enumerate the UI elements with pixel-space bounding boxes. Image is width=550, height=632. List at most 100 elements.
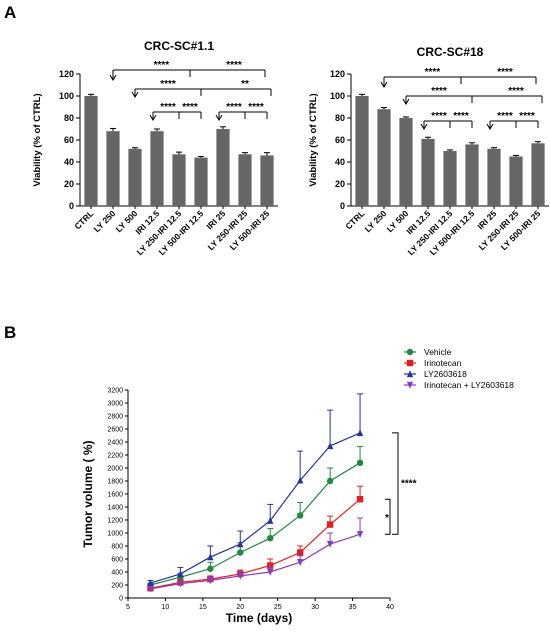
y-tick-label: 3200 xyxy=(107,388,123,395)
chart-title: CRC-SC#1.1 xyxy=(144,39,214,53)
x-tick-label: 5 xyxy=(126,604,130,611)
data-point xyxy=(177,570,184,578)
significance-arrow-head xyxy=(131,91,139,98)
data-point xyxy=(356,496,364,503)
data-point xyxy=(147,585,154,593)
y-tick-label: 2600 xyxy=(107,427,123,434)
x-tick-label: 20 xyxy=(236,604,244,611)
legend-marker xyxy=(406,348,414,356)
legend-label: Irinotecan + LY2603618 xyxy=(424,380,514,390)
significance-label: **** xyxy=(160,79,176,90)
series-line xyxy=(150,462,361,586)
bar xyxy=(421,138,435,206)
significance-arrow-head xyxy=(215,114,223,121)
x-tick-label: 25 xyxy=(274,604,282,611)
data-point xyxy=(296,476,304,484)
y-tick-label: 0 xyxy=(119,596,123,603)
y-tick-label: 40 xyxy=(335,157,345,167)
y-tick-label: 60 xyxy=(64,135,74,145)
y-tick-label: 2800 xyxy=(107,414,123,421)
significance-arrow-head xyxy=(109,74,117,81)
y-tick-label: 1000 xyxy=(107,531,123,538)
bar xyxy=(216,129,230,206)
significance-arrow-head xyxy=(420,123,428,130)
data-point xyxy=(207,565,214,572)
significance-label: **** xyxy=(425,67,441,78)
y-tick-label: 100 xyxy=(59,91,74,101)
bar xyxy=(509,156,523,206)
chart-title: CRC-SC#18 xyxy=(417,45,484,59)
significance-label: **** xyxy=(401,479,417,490)
y-tick-label: 80 xyxy=(335,113,345,123)
y-axis-label: Viability (% of CTRL) xyxy=(32,93,43,186)
legend-marker xyxy=(406,359,414,367)
y-tick-label: 2000 xyxy=(107,466,123,473)
y-axis-label: Tumor volume ( %) xyxy=(81,440,95,547)
data-point xyxy=(237,549,244,556)
data-point xyxy=(326,477,334,485)
x-tick-label: 35 xyxy=(349,604,357,611)
data-point xyxy=(326,540,334,548)
series-ly2603618 xyxy=(147,393,364,587)
y-tick-label: 1200 xyxy=(107,518,123,525)
y-tick-label: 80 xyxy=(64,113,74,123)
y-tick-label: 20 xyxy=(64,179,74,189)
bar xyxy=(172,154,186,206)
data-point xyxy=(237,540,244,548)
bar xyxy=(377,109,391,206)
data-point xyxy=(207,577,214,585)
y-tick-label: 2200 xyxy=(107,453,123,460)
data-point xyxy=(267,516,274,524)
data-point xyxy=(296,512,304,519)
legend-label: LY2603618 xyxy=(424,369,467,379)
y-tick-label: 2400 xyxy=(107,440,123,447)
bar-chart-crc-sc-18: CRC-SC#18 0 20 40 60 80 100 120 Viability (% of … xyxy=(308,45,549,257)
data-point xyxy=(296,559,304,566)
legend-marker xyxy=(406,370,414,378)
bar xyxy=(531,143,545,206)
legend-marker xyxy=(406,381,414,389)
y-tick-label: 800 xyxy=(111,544,123,551)
legend-label: Irinotecan xyxy=(424,358,462,368)
data-point xyxy=(296,549,304,556)
data-point xyxy=(356,531,364,538)
bar xyxy=(128,148,142,206)
significance-bracket xyxy=(385,498,391,535)
x-tick-label: LY 250 xyxy=(92,208,118,234)
line-chart-tumor-volume: 0 200 400 600 800 1000 1200 1400 1600 1800 2000 220… xyxy=(81,347,514,625)
significance-bracket xyxy=(392,432,399,535)
significance-label: **** xyxy=(508,86,524,97)
legend-label: Vehicle xyxy=(424,347,452,357)
y-tick-label: 40 xyxy=(64,157,74,167)
bar xyxy=(106,131,120,206)
bar xyxy=(84,96,98,206)
data-point xyxy=(326,442,334,450)
bar xyxy=(194,157,208,206)
data-point xyxy=(267,562,274,569)
y-tick-label: 60 xyxy=(335,135,345,145)
x-tick-label: LY 250 xyxy=(363,208,389,234)
significance-label: **** xyxy=(497,67,513,78)
y-tick-label: 400 xyxy=(111,570,123,577)
y-tick-label: 120 xyxy=(59,69,74,79)
significance-arrow-head xyxy=(402,98,410,105)
significance-label: **** xyxy=(431,111,447,122)
x-tick-label: 40 xyxy=(386,604,394,611)
data-point xyxy=(326,521,334,528)
data-point xyxy=(267,535,274,542)
data-point xyxy=(237,572,244,580)
significance-arrow-head xyxy=(149,114,157,121)
x-axis-label: Time (days) xyxy=(226,611,292,625)
significance-label: * xyxy=(385,513,389,524)
significance-label: **** xyxy=(497,111,513,122)
significance-label: **** xyxy=(453,111,469,122)
significance-label: **** xyxy=(160,102,176,113)
series-line xyxy=(150,533,361,590)
y-tick-label: 3000 xyxy=(107,401,123,408)
data-point xyxy=(356,459,364,466)
bar-chart-crc-sc-1-1: CRC-SC#1.1 0 20 40 60 80 100 120 Viability (% of… xyxy=(32,39,278,257)
significance-label: **** xyxy=(248,102,264,113)
significance-label: **** xyxy=(519,111,535,122)
bar xyxy=(399,118,413,206)
